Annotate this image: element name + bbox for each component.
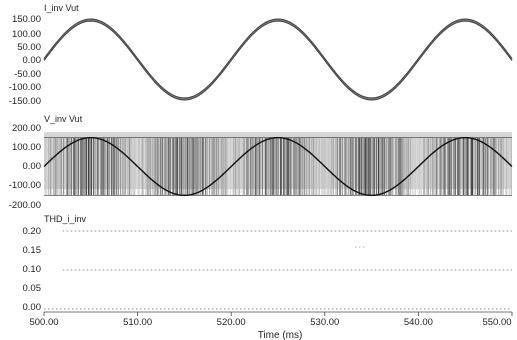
thd-ytick: 0.05 [23, 283, 42, 294]
x-axis-label: Time (ms) [258, 330, 303, 340]
i-inv-ytick: -50.00 [14, 69, 41, 80]
i-inv-lower-envelope [43, 20, 513, 101]
panel-v-inv-title: V_inv Vut [44, 114, 83, 124]
x-tick-label: 520.00 [217, 317, 246, 328]
x-tick-label: 510.00 [123, 317, 152, 328]
panel-i-inv: I_inv Vut 150.00 100.00 50.00 0.00 -50.0… [9, 3, 513, 107]
x-tick-marks [43, 312, 513, 316]
panel-thd-title: THD_i_inv [44, 214, 87, 224]
panel-thd: THD_i_inv 0.20 0.15 0.10 0.05 0.00 [23, 214, 512, 313]
v-inv-ytick: 200.00 [12, 123, 41, 134]
thd-ytick: 0.00 [23, 302, 42, 313]
v-inv-ytick: -100.00 [9, 180, 41, 191]
thd-ytick: 0.20 [23, 226, 42, 237]
v-inv-ytick: 100.00 [12, 142, 41, 153]
i-inv-ytick: 50.00 [17, 42, 41, 53]
x-axis: 500.00 510.00 520.00 530.00 540.00 550.0… [29, 311, 513, 340]
i-inv-ytick: 150.00 [12, 14, 41, 25]
thd-ytick: 0.10 [23, 264, 42, 275]
vut-sine-trace [43, 136, 513, 197]
i-inv-ytick: -150.00 [9, 96, 41, 107]
v-inv-pwm-trace [44, 137, 512, 196]
x-tick-label: 550.00 [482, 317, 511, 328]
panel-i-inv-title: I_inv Vut [44, 3, 79, 13]
x-tick-label: 540.00 [404, 317, 433, 328]
i-inv-ytick: 100.00 [12, 29, 41, 40]
x-tick-label: 530.00 [310, 317, 339, 328]
v-inv-ytick: -200.00 [9, 200, 41, 211]
x-tick-label: 500.00 [29, 317, 58, 328]
thd-ytick: 0.15 [23, 245, 42, 256]
i-inv-upper-envelope [43, 18, 513, 99]
panel-v-inv: V_inv Vut 200.00 100.00 0.00 -100.00 -20… [9, 114, 513, 211]
v-inv-ytick: 0.00 [23, 161, 42, 172]
i-inv-ytick: -100.00 [9, 82, 41, 93]
i-inv-ytick: 0.00 [23, 55, 42, 66]
